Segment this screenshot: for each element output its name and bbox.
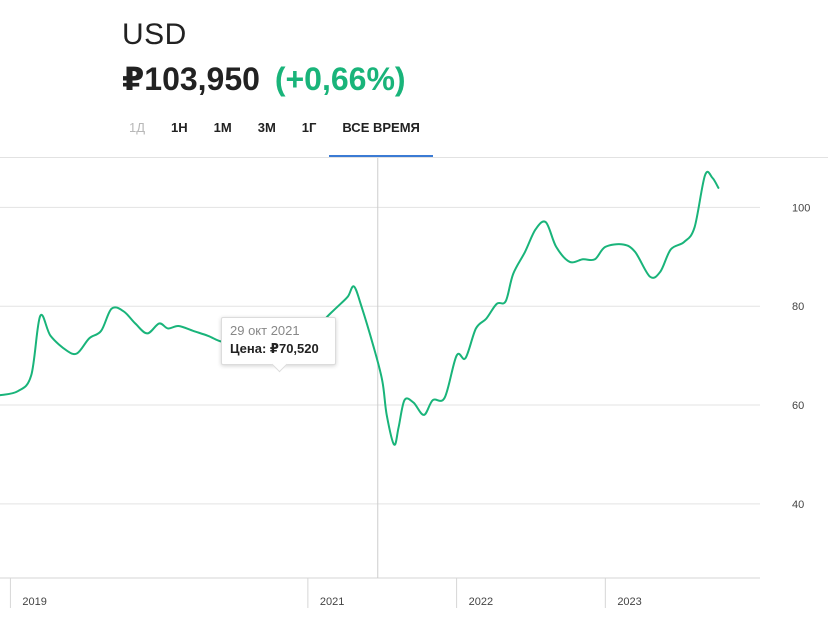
y-tick-label-100: 100 (792, 202, 810, 214)
price-row: ₽103,950 (+0,66%) (122, 60, 406, 98)
tab-3m[interactable]: 3М (257, 120, 276, 135)
y-tick-label-40: 40 (792, 499, 804, 511)
x-tick-label-2021: 2021 (320, 596, 344, 608)
tooltip-price-label: Цена: (230, 341, 267, 356)
price-chart[interactable]: 40 60 80 100 2019 2021 2022 2023 (0, 158, 828, 629)
x-tick-label-2022: 2022 (469, 596, 493, 608)
current-price: ₽103,950 (122, 61, 260, 97)
tooltip-date: 29 окт 2021 (230, 323, 300, 338)
tab-1m[interactable]: 1М (213, 120, 232, 135)
period-tabs: 1Д 1Н 1М 3М 1Г ВСЕ ВРЕМЯ (116, 112, 434, 158)
tab-1y[interactable]: 1Г (301, 120, 317, 135)
tooltip-price: Цена: ₽70,520 (230, 341, 327, 357)
tab-1d[interactable]: 1Д (129, 120, 146, 135)
y-tick-label-60: 60 (792, 400, 804, 412)
price-change: (+0,66%) (274, 61, 406, 97)
price-line (0, 170, 720, 446)
x-tick-label-2019: 2019 (22, 596, 46, 608)
x-tick-label-2023: 2023 (617, 596, 641, 608)
currency-title: USD (122, 18, 187, 51)
tab-1w[interactable]: 1Н (171, 120, 188, 135)
y-tick-label-80: 80 (792, 301, 804, 313)
price-tooltip: 29 окт 2021 Цена: ₽70,520 (221, 317, 336, 365)
header-divider (0, 157, 828, 158)
tooltip-price-value: ₽70,520 (269, 341, 319, 356)
tab-all-time[interactable]: ВСЕ ВРЕМЯ (329, 112, 434, 158)
